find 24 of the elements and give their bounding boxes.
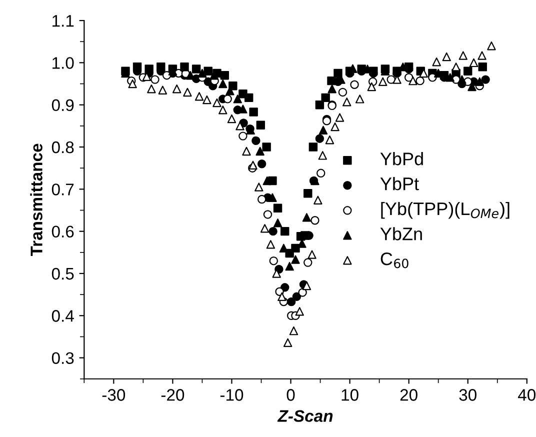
- y-tick-label: 0.9: [52, 99, 74, 112]
- x-tick-label: -30: [102, 389, 126, 401]
- x-tick-label: 10: [342, 389, 358, 401]
- x-tick-label: 40: [518, 389, 536, 401]
- x-tick-label: -10: [220, 389, 244, 401]
- y-tick-label: 0.7: [52, 184, 74, 196]
- x-tick-label: 0: [286, 389, 295, 401]
- x-tick-label: 20: [400, 389, 418, 401]
- legend-label: YbPt: [380, 177, 419, 190]
- legend-label: YbPd: [380, 152, 423, 166]
- y-tick-label: 0.8: [52, 141, 74, 154]
- y-tick-label: 1.0: [52, 57, 74, 69]
- x-tick-label: 30: [459, 389, 476, 401]
- y-tick-label: 0.5: [52, 268, 74, 280]
- y-tick-label: 0.4: [52, 310, 74, 322]
- x-axis-title: Z-Scan: [277, 410, 333, 422]
- x-tick-label: -20: [161, 389, 184, 401]
- y-tick-label: 0.6: [52, 226, 74, 238]
- legend-label: C$_{60}$: [380, 252, 408, 268]
- legend-label: YbZn: [380, 227, 422, 240]
- y-axis-title: Transmittance: [30, 144, 42, 256]
- y-tick-label: 1.1: [52, 15, 74, 27]
- y-tick-label: 0.3: [52, 352, 74, 364]
- legend-label: [Yb(TPP)(L$_{OMe}$)]: [381, 202, 510, 219]
